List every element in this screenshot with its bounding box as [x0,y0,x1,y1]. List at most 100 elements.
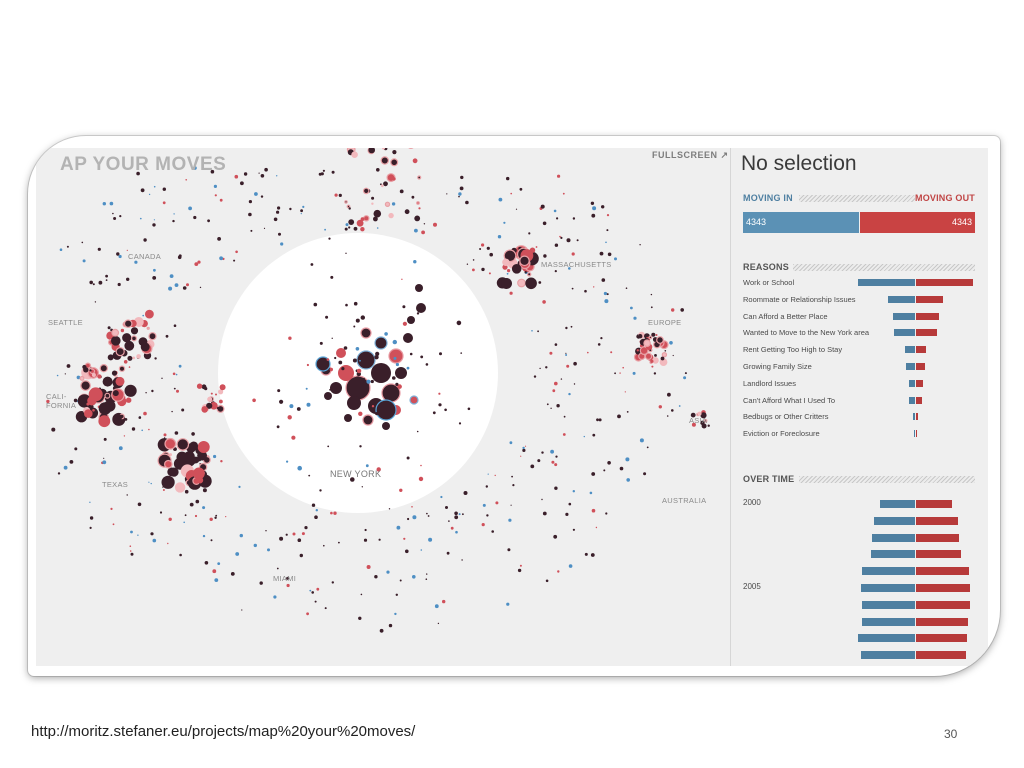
map-dot[interactable] [528,232,531,235]
map-dot[interactable] [481,267,485,272]
map-dot[interactable] [350,477,355,482]
map-dot[interactable] [444,408,447,412]
map-dot[interactable] [136,171,140,176]
map-dot[interactable] [541,498,543,501]
map-dot[interactable] [112,390,119,397]
map-dot[interactable] [646,446,649,449]
map-dot[interactable] [118,365,126,372]
map-dot[interactable] [607,461,611,465]
map-dot[interactable] [375,351,380,356]
map-dot[interactable] [495,501,499,505]
map-dot[interactable] [625,287,628,289]
map-dot[interactable] [485,485,488,488]
map-dot[interactable] [351,151,358,158]
map-dot[interactable] [497,235,502,239]
map-dot[interactable] [345,223,349,227]
map-dot[interactable] [119,215,122,218]
map-dot[interactable] [648,335,653,340]
map-dot[interactable] [554,463,558,467]
reason-row[interactable]: Work or School [743,276,975,290]
map-dot[interactable] [428,537,433,542]
map-dot[interactable] [626,411,629,413]
map-dot[interactable] [466,263,469,265]
map-dot[interactable] [117,282,121,287]
map-dot[interactable] [666,415,669,417]
map-dot[interactable] [434,604,439,609]
map-dot[interactable] [563,415,566,418]
map-dot[interactable] [355,347,360,351]
map-dot[interactable] [92,409,95,412]
map-dot[interactable] [392,376,396,380]
map-dot[interactable] [374,575,378,579]
map-dot[interactable] [597,343,601,346]
map-dot[interactable] [399,488,403,492]
map-dot[interactable] [555,455,558,458]
map-dot[interactable] [399,579,402,582]
map-dot[interactable] [280,242,284,246]
map-dot[interactable] [159,511,163,514]
map-dot[interactable] [592,206,597,211]
map-dot[interactable] [253,543,257,548]
map-dot[interactable] [286,460,289,463]
map-dot[interactable] [191,432,195,436]
map-dot[interactable] [107,354,114,361]
map-dot[interactable] [145,392,147,394]
map-dot[interactable] [416,201,420,205]
map-dot[interactable] [164,459,173,469]
moves-map[interactable]: AP YOUR MOVES FULLSCREEN ↗ CANADA MASSACH… [36,148,730,666]
reason-row[interactable]: Can't Afford What I Used To [743,394,975,408]
map-dot[interactable] [399,189,404,194]
map-dot[interactable] [418,476,424,482]
map-dot[interactable] [462,513,464,516]
map-dot[interactable] [591,213,596,218]
map-dot[interactable] [129,545,132,547]
map-dot[interactable] [559,235,561,238]
map-dot[interactable] [573,361,577,366]
map-dot[interactable] [216,404,225,413]
map-dot[interactable] [458,513,461,516]
over-time-row[interactable] [731,516,988,525]
map-dot[interactable] [376,227,379,229]
map-dot[interactable] [301,532,305,536]
map-dot[interactable] [437,622,440,625]
map-dot[interactable] [207,396,213,402]
map-dot[interactable] [173,213,175,215]
map-dot[interactable] [277,389,281,393]
map-dot[interactable] [560,236,563,239]
map-dot[interactable] [291,435,296,440]
map-dot[interactable] [684,372,687,375]
map-dot[interactable] [440,495,443,499]
map-dot[interactable] [697,411,702,416]
map-dot[interactable] [302,205,305,208]
map-dot[interactable] [524,271,527,274]
map-dot[interactable] [420,355,424,359]
map-dot[interactable] [276,567,279,570]
map-dot[interactable] [371,202,374,205]
map-dot[interactable] [506,602,510,606]
map-dot[interactable] [568,564,573,568]
map-dot[interactable] [344,227,348,231]
map-dot[interactable] [97,247,101,251]
map-dot[interactable] [260,195,264,198]
map-dot[interactable] [433,222,437,227]
map-dot[interactable] [286,583,290,588]
map-dot[interactable] [360,217,365,221]
map-dot[interactable] [218,389,224,395]
map-dot[interactable] [334,193,338,197]
map-dot[interactable] [131,427,136,431]
map-dot[interactable] [289,404,294,409]
map-dot[interactable] [173,324,177,327]
map-dot[interactable] [401,278,403,280]
map-dot[interactable] [331,337,333,339]
map-dot[interactable] [672,354,674,357]
map-dot[interactable] [184,489,189,494]
ny-bubble[interactable] [407,316,415,324]
map-dot[interactable] [87,396,97,406]
map-dot[interactable] [289,207,292,211]
map-dot[interactable] [205,478,208,481]
map-dot[interactable] [174,431,179,435]
map-dot[interactable] [123,319,133,329]
map-dot[interactable] [568,392,571,396]
map-dot[interactable] [445,506,448,509]
map-dot[interactable] [540,204,545,209]
